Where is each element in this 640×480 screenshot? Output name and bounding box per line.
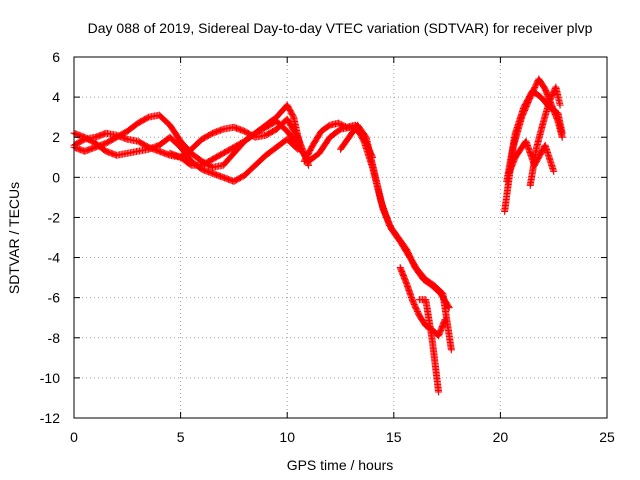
x-tick-label: 20 [493, 429, 509, 445]
axis-ticks [73, 56, 608, 419]
chart-title: Day 088 of 2019, Sidereal Day-to-day VTE… [88, 20, 593, 36]
data-point [447, 346, 455, 354]
grid-lines [74, 57, 607, 418]
data-marks [70, 75, 566, 396]
y-tick-label: -2 [48, 209, 61, 225]
data-point [550, 167, 558, 175]
series-track-8 [415, 296, 443, 396]
x-tick-label: 25 [599, 429, 615, 445]
series-track-6 [337, 121, 455, 354]
data-point [558, 129, 566, 137]
x-tick-label: 0 [70, 429, 78, 445]
data-point [435, 388, 443, 396]
x-tick-labels: 0 5 10 15 20 25 [70, 429, 615, 445]
y-axis-label: SDTVAR / TECUs [6, 182, 22, 294]
y-tick-label: -4 [48, 250, 61, 266]
y-tick-label: -12 [40, 410, 60, 426]
y-tick-label: 2 [52, 129, 60, 145]
data-point [441, 316, 449, 324]
x-axis-label: GPS time / hours [287, 457, 394, 473]
y-tick-label: 6 [52, 49, 60, 65]
data-point [556, 101, 564, 109]
x-tick-label: 10 [279, 429, 295, 445]
x-tick-label: 15 [386, 429, 402, 445]
y-tick-labels: -12 -10 -8 -6 -4 -2 0 2 4 6 [40, 49, 60, 426]
y-tick-label: 0 [52, 169, 60, 185]
series-track-12 [505, 137, 558, 177]
y-tick-label: -6 [48, 290, 61, 306]
plot-frame [73, 56, 608, 419]
y-tick-label: -10 [40, 370, 60, 386]
series-track-4 [166, 117, 376, 169]
x-tick-label: 5 [177, 429, 185, 445]
y-tick-label: 4 [52, 89, 60, 105]
data-point [445, 304, 453, 312]
series-track-3 [70, 129, 302, 185]
y-tick-label: -8 [48, 330, 61, 346]
